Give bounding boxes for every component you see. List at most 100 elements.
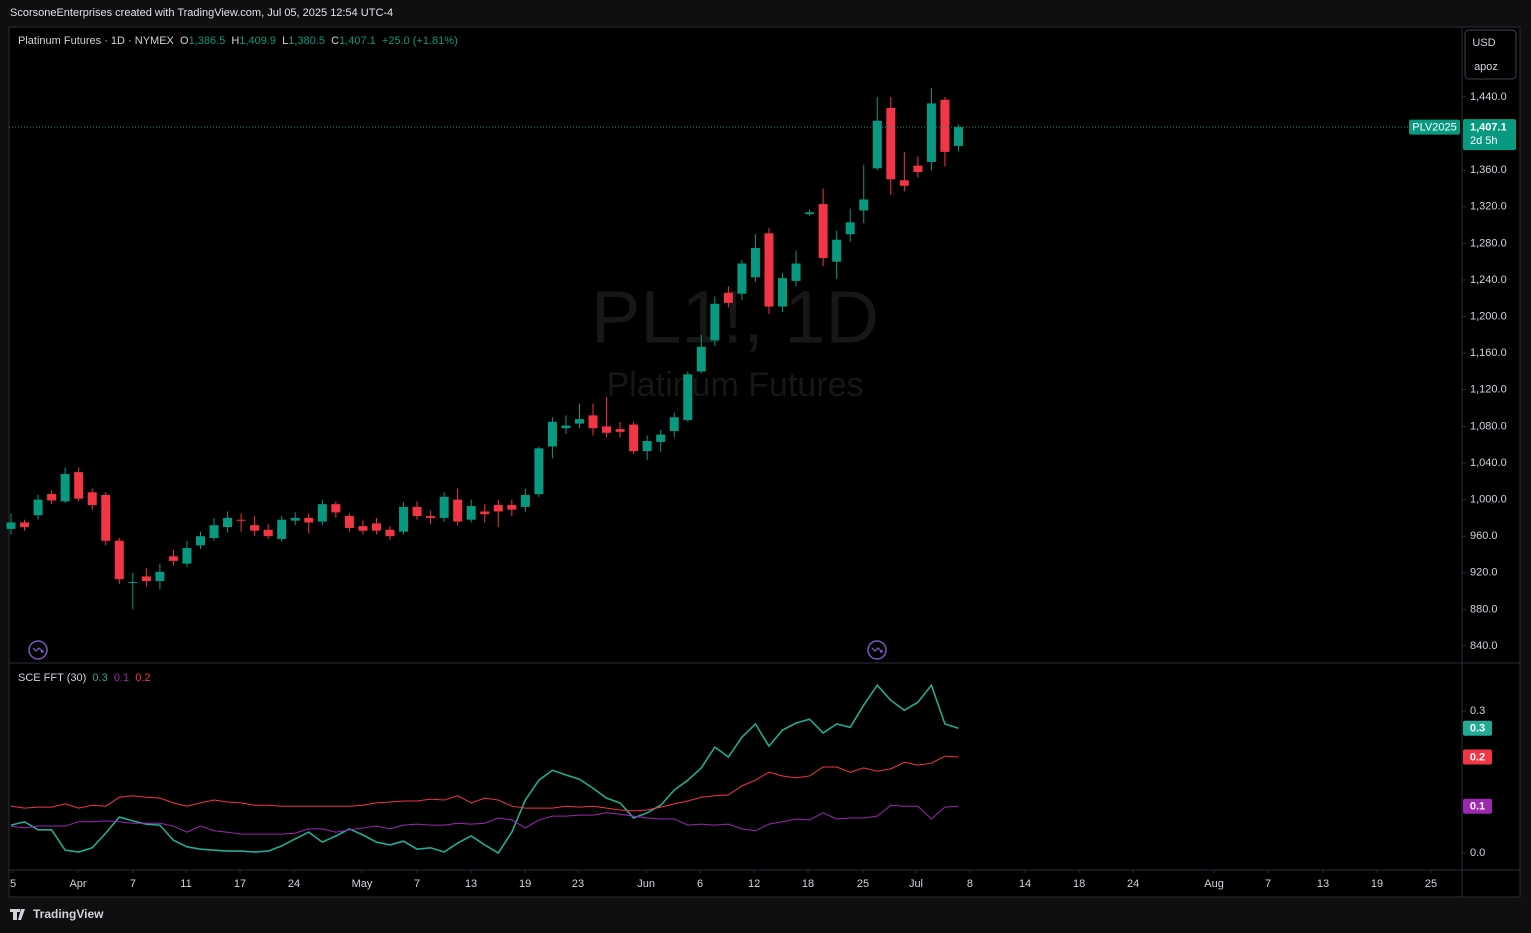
x-tick-label: 7	[130, 878, 136, 890]
y-tick-label: 1,080.0	[1470, 420, 1507, 432]
currency[interactable]: USD	[1472, 37, 1495, 49]
candle-body	[683, 374, 693, 420]
y-tick-label: 1,320.0	[1470, 201, 1507, 213]
candle-body	[399, 506, 409, 532]
candle-body	[223, 517, 233, 528]
ohlc-key: L	[282, 35, 289, 47]
x-tick-label: 25	[1425, 878, 1437, 890]
event-glyph[interactable]	[32, 647, 44, 653]
candle-body	[778, 278, 788, 307]
candle-body	[656, 434, 666, 442]
legend-entry: 0.1	[113, 672, 130, 684]
event-glyph[interactable]	[871, 647, 883, 653]
candle-body	[480, 511, 490, 515]
unit[interactable]: apoz	[1474, 61, 1498, 73]
candle-body	[412, 506, 422, 517]
candle-body	[74, 472, 84, 499]
price-tag-countdown: 2d 5h	[1470, 135, 1498, 147]
x-tick-label: 7	[414, 878, 420, 890]
x-tick-label: 13	[1317, 878, 1329, 890]
x-tick-label: 11	[180, 878, 191, 890]
candle-body	[710, 303, 720, 341]
candle-body	[385, 529, 395, 537]
candle-body	[209, 525, 219, 539]
candle-body	[128, 581, 138, 583]
indicator-legend: SCE FFT (30) 0.3 0.1 0.2	[18, 672, 151, 684]
indicator-line	[10, 755, 959, 812]
watermark-symbol: PL1!, 1D	[591, 276, 879, 359]
y-tick-label: 1,360.0	[1470, 164, 1507, 176]
y-tick-label: 1,040.0	[1470, 457, 1507, 469]
y-tick-label: 1,240.0	[1470, 274, 1507, 286]
indicator-title: SCE FFT (30)	[18, 672, 87, 684]
y-tick-label: 840.0	[1470, 640, 1498, 652]
candle-body	[466, 505, 476, 520]
candle-body	[168, 556, 178, 561]
candle-body	[926, 103, 936, 162]
y-tick-label: 1,200.0	[1470, 310, 1507, 322]
candle-body	[534, 448, 544, 495]
value-tag-label: 0.3	[1470, 723, 1485, 735]
x-tick-label: 6	[697, 878, 703, 890]
event-circle[interactable]	[867, 640, 887, 660]
header-bar	[0, 0, 1531, 27]
candle-body	[20, 522, 30, 528]
x-tick-label: Jun	[637, 878, 655, 890]
x-tick-label: 24	[288, 878, 300, 890]
x-tick-label: 7	[1265, 878, 1271, 890]
candle-body	[750, 247, 760, 278]
y-tick-label: 1,440.0	[1470, 91, 1507, 103]
event-icon[interactable]	[867, 640, 887, 660]
change: +25.0 (+1.81%)	[381, 35, 458, 47]
candle-body	[832, 239, 842, 262]
candle-body	[87, 492, 97, 506]
candle-body	[899, 180, 909, 186]
candle-body	[290, 517, 300, 521]
x-tick-label: 18	[802, 878, 814, 890]
candle-body	[453, 499, 463, 522]
candle-body	[913, 165, 923, 173]
candle-body	[872, 120, 882, 169]
candle-body	[642, 441, 652, 452]
x-tick-label: 19	[1371, 878, 1383, 890]
x-tick-label: 13	[465, 878, 477, 890]
value-tag	[1463, 798, 1492, 814]
candle-body	[358, 526, 368, 531]
event-circle[interactable]	[28, 640, 48, 660]
x-tick-label: 25	[857, 878, 869, 890]
y-tick-label: 1,280.0	[1470, 237, 1507, 249]
x-tick-label: Jul	[909, 878, 923, 890]
x-tick-label: Aug	[1204, 878, 1224, 890]
x-tick-label: 19	[519, 878, 531, 890]
candle-body	[940, 99, 950, 152]
candle-body	[195, 536, 205, 546]
price-tag-value: 1,407.1	[1470, 122, 1507, 134]
chart-frame	[8, 26, 1521, 898]
symbol-tag	[1409, 119, 1460, 135]
candle-body	[182, 548, 192, 564]
candle-body	[696, 346, 706, 372]
candle-body	[764, 233, 774, 307]
candle-body	[439, 496, 449, 518]
ohlc-value: 1,386.5	[188, 35, 226, 47]
x-tick-label: 8	[967, 878, 973, 890]
candle-body	[615, 429, 625, 432]
candle-body	[141, 576, 151, 582]
candle-body	[236, 519, 246, 521]
symbol-legend: Platinum Futures · 1D · NYMEX O 1,386.5 H…	[18, 35, 458, 47]
x-tick-label: 14	[1019, 878, 1031, 890]
y-tick-label: 0.0	[1470, 847, 1485, 859]
x-tick-label: Apr	[69, 878, 86, 890]
currency-button[interactable]	[1464, 29, 1517, 80]
ohlc-key: O	[180, 35, 189, 47]
candle-body	[493, 505, 503, 512]
event-icon[interactable]	[28, 640, 48, 660]
candle-body	[6, 522, 16, 529]
candle-body	[47, 494, 57, 501]
ohlc-value: 1,407.1	[339, 35, 376, 47]
candle-body	[250, 525, 260, 531]
candle-body	[155, 571, 165, 582]
candle-body	[845, 222, 855, 235]
